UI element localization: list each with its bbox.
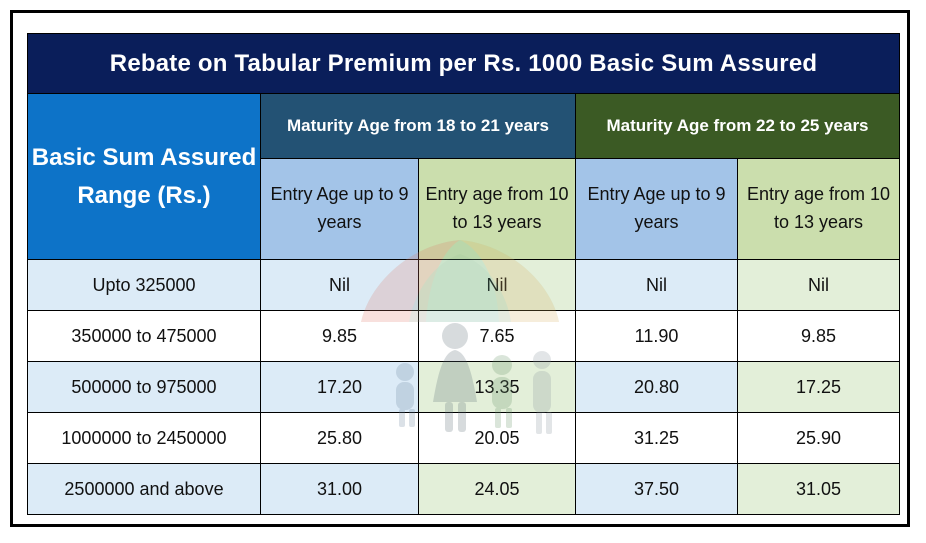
rebate-table: Rebate on Tabular Premium per Rs. 1000 B… [26,33,901,515]
value-cell: 9.85 [260,310,419,362]
value-cell: Nil [736,259,901,311]
range-cell: 350000 to 475000 [27,310,261,362]
group-header-row: Basic Sum Assured Range (Rs.) Maturity A… [27,93,901,260]
sub-header-row: Entry Age up to 9 years Entry age from 1… [28,158,901,260]
value-cell: 7.65 [418,310,576,362]
table-title: Rebate on Tabular Premium per Rs. 1000 B… [26,33,901,94]
sub-header-entry-10-13-left: Entry age from 10 to 13 years [418,158,576,260]
table-row: 500000 to 975000 17.20 13.35 20.80 17.25 [27,361,901,413]
value-cell: Nil [575,259,738,311]
value-cell: 20.80 [575,361,738,413]
row-header-basic-sum-assured: Basic Sum Assured Range (Rs.) [27,93,261,260]
group-header-maturity-22-25: Maturity Age from 22 to 25 years [574,93,901,159]
value-cell: 20.05 [418,412,576,464]
table-row: 1000000 to 2450000 25.80 20.05 31.25 25.… [27,412,901,464]
value-cell: 17.20 [260,361,419,413]
value-cell: 17.25 [736,361,901,413]
value-cell: 13.35 [418,361,576,413]
table-row: 2500000 and above 31.00 24.05 37.50 31.0… [27,463,901,515]
range-cell: 1000000 to 2450000 [27,412,261,464]
value-cell: 11.90 [575,310,738,362]
value-cell: 25.80 [260,412,419,464]
value-cell: 24.05 [418,463,576,515]
value-cell: 37.50 [575,463,738,515]
value-cell: 25.90 [736,412,901,464]
sub-header-entry-10-13-right: Entry age from 10 to 13 years [736,158,901,260]
title-row: Rebate on Tabular Premium per Rs. 1000 B… [26,33,901,94]
value-cell: 9.85 [736,310,901,362]
sub-header-entry-up-to-9-left: Entry Age up to 9 years [260,158,419,260]
value-cell: Nil [260,259,419,311]
value-cell: Nil [418,259,576,311]
group-header-maturity-18-21: Maturity Age from 18 to 21 years [260,93,576,159]
table-row: Upto 325000 Nil Nil Nil Nil [27,259,901,311]
table-row: 350000 to 475000 9.85 7.65 11.90 9.85 [27,310,901,362]
sub-header-entry-up-to-9-right: Entry Age up to 9 years [575,158,738,260]
value-cell: 31.00 [260,463,419,515]
value-cell: 31.25 [575,412,738,464]
range-cell: Upto 325000 [27,259,261,311]
value-cell: 31.05 [736,463,901,515]
range-cell: 2500000 and above [27,463,261,515]
range-cell: 500000 to 975000 [27,361,261,413]
